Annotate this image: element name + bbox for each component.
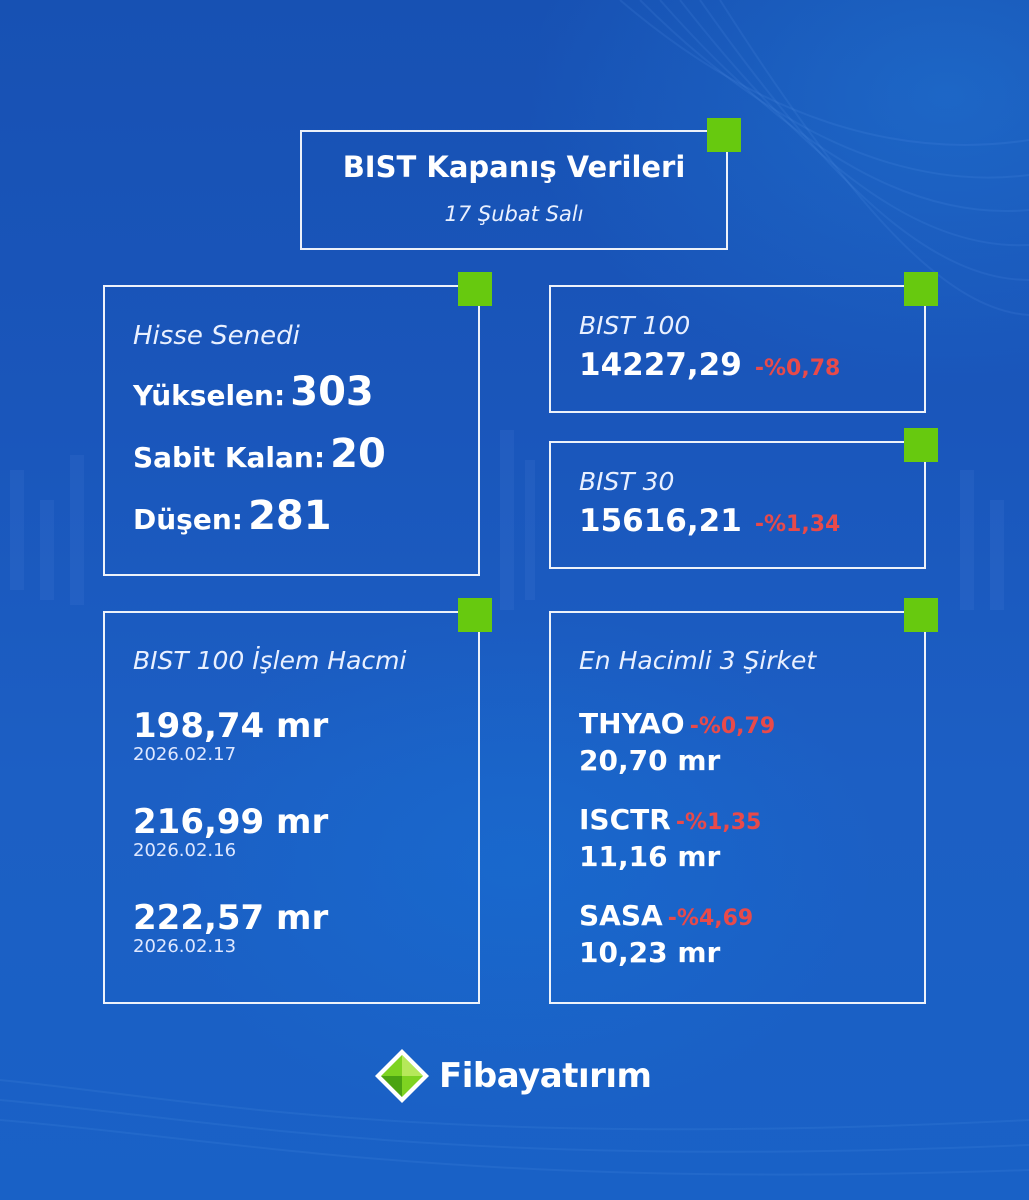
top3-box: En Hacimli 3 Şirket THYAO -%0,79 20,70 m… xyxy=(549,611,926,1004)
volume-box: BIST 100 İşlem Hacmi 198,74 mr 2026.02.1… xyxy=(103,611,480,1004)
volume-entry: 216,99 mr 2026.02.16 xyxy=(133,803,328,861)
bist30-row: 15616,21 -%1,34 xyxy=(579,503,840,539)
bist30-box: BIST 30 15616,21 -%1,34 xyxy=(549,441,926,569)
volume-date: 2026.02.16 xyxy=(133,840,237,861)
volume-date: 2026.02.17 xyxy=(133,744,237,765)
company-change: -%0,79 xyxy=(689,714,776,739)
green-square-accent xyxy=(904,428,938,462)
green-square-accent xyxy=(904,272,938,306)
company-item: ISCTR -%1,35 11,16 mr xyxy=(579,803,761,873)
bist100-change: -%0,78 xyxy=(754,356,841,381)
company-volume: 10,23 mr xyxy=(579,936,721,969)
rising-value: 303 xyxy=(290,369,374,415)
company-item: THYAO -%0,79 20,70 mr xyxy=(579,707,775,777)
stocks-label: Hisse Senedi xyxy=(133,321,300,351)
bist100-value: 14227,29 xyxy=(579,347,742,383)
green-square-accent xyxy=(458,272,492,306)
page-title: BIST Kapanış Verileri xyxy=(342,150,686,184)
falling-value: 281 xyxy=(248,493,332,539)
flat-label: Sabit Kalan: xyxy=(133,441,326,474)
bist100-label: BIST 100 xyxy=(579,311,691,340)
rising-label: Yükselen: xyxy=(133,379,286,412)
company-ticker: ISCTR xyxy=(579,803,671,836)
brand-name: Fibayatırım xyxy=(439,1056,652,1096)
bist100-row: 14227,29 -%0,78 xyxy=(579,347,840,383)
bist30-change: -%1,34 xyxy=(754,512,841,537)
volume-amount: 198,74 mr xyxy=(133,706,329,746)
volume-entry: 198,74 mr 2026.02.17 xyxy=(133,707,328,765)
header-box: BIST Kapanış Verileri 17 Şubat Salı xyxy=(300,130,728,250)
fiba-diamond-icon xyxy=(375,1049,429,1103)
flat-row: Sabit Kalan: 20 xyxy=(133,431,386,477)
flat-value: 20 xyxy=(330,431,386,477)
volume-amount: 216,99 mr xyxy=(133,802,329,842)
brand-logo: Fibayatırım xyxy=(373,1046,652,1106)
green-square-accent xyxy=(904,598,938,632)
company-change: -%4,69 xyxy=(667,906,754,931)
stocks-box: Hisse Senedi Yükselen: 303 Sabit Kalan: … xyxy=(103,285,480,576)
company-ticker: SASA xyxy=(579,899,663,932)
green-square-accent xyxy=(707,118,741,152)
company-volume: 11,16 mr xyxy=(579,840,721,873)
bist100-box: BIST 100 14227,29 -%0,78 xyxy=(549,285,926,413)
volume-entry: 222,57 mr 2026.02.13 xyxy=(133,899,328,957)
green-square-accent xyxy=(458,598,492,632)
bist30-value: 15616,21 xyxy=(579,503,742,539)
volume-date: 2026.02.13 xyxy=(133,936,237,957)
company-volume: 20,70 mr xyxy=(579,744,721,777)
company-item: SASA -%4,69 10,23 mr xyxy=(579,899,753,969)
falling-label: Düşen: xyxy=(133,503,243,536)
volume-amount: 222,57 mr xyxy=(133,898,329,938)
company-change: -%1,35 xyxy=(675,810,762,835)
bist30-label: BIST 30 xyxy=(579,467,675,496)
page-date: 17 Şubat Salı xyxy=(444,202,584,226)
company-ticker: THYAO xyxy=(579,707,685,740)
top3-label: En Hacimli 3 Şirket xyxy=(579,646,817,675)
falling-row: Düşen: 281 xyxy=(133,493,332,539)
volume-label: BIST 100 İşlem Hacmi xyxy=(133,646,407,675)
rising-row: Yükselen: 303 xyxy=(133,369,374,415)
